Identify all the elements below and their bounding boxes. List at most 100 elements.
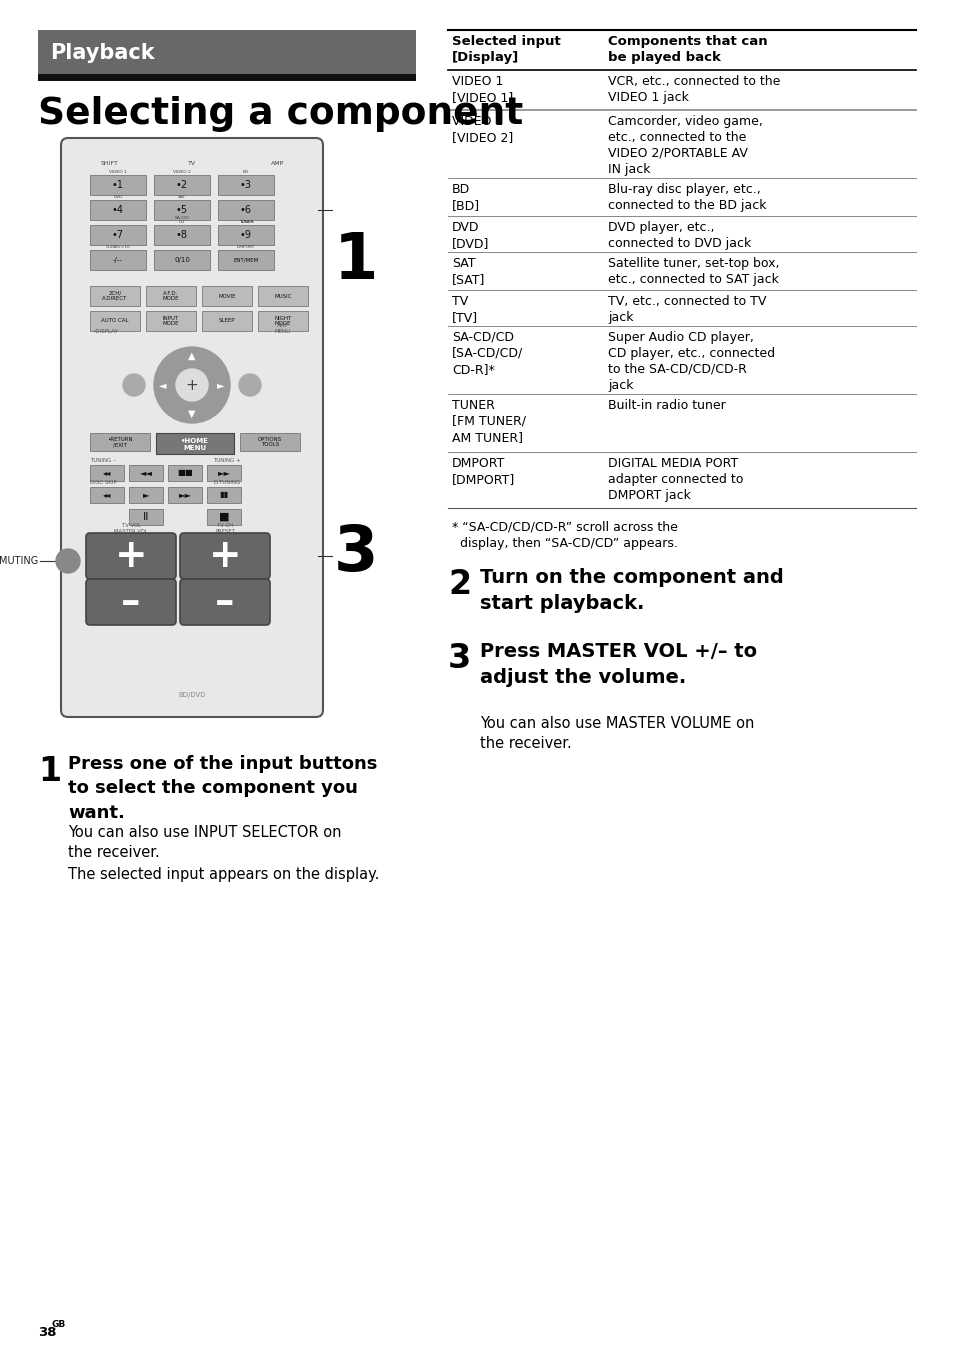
Text: Selected input
[Display]: Selected input [Display] <box>452 35 560 64</box>
FancyBboxPatch shape <box>86 533 175 579</box>
Bar <box>218 200 274 220</box>
Text: Components that can
be played back: Components that can be played back <box>607 35 767 64</box>
Text: Blu-ray disc player, etc.,
connected to the BD jack: Blu-ray disc player, etc., connected to … <box>607 183 765 212</box>
Bar <box>202 311 252 331</box>
Bar <box>90 465 124 481</box>
Text: •6: •6 <box>240 206 252 215</box>
Circle shape <box>56 549 80 573</box>
Text: You can also use MASTER VOLUME on
the receiver.: You can also use MASTER VOLUME on the re… <box>479 717 754 752</box>
Text: You can also use INPUT SELECTOR on
the receiver.: You can also use INPUT SELECTOR on the r… <box>68 825 341 860</box>
Text: TV, etc., connected to TV
jack: TV, etc., connected to TV jack <box>607 295 765 324</box>
Text: OPTIONS
TOOLS: OPTIONS TOOLS <box>257 437 282 448</box>
Bar <box>129 465 163 481</box>
Text: Satellite tuner, set-top box,
etc., connected to SAT jack: Satellite tuner, set-top box, etc., conn… <box>607 257 779 287</box>
Text: SA-CD/CD
[SA-CD/CD/
CD-R]*: SA-CD/CD [SA-CD/CD/ CD-R]* <box>452 331 522 376</box>
Bar <box>156 433 233 454</box>
Text: ►►: ►► <box>178 491 192 499</box>
Text: •HOME
MENU: •HOME MENU <box>181 438 209 450</box>
Bar <box>153 224 210 245</box>
Circle shape <box>175 369 208 402</box>
Bar <box>38 74 416 81</box>
Text: –: – <box>121 583 141 621</box>
Text: BD/DVD: BD/DVD <box>178 692 206 698</box>
Bar <box>168 465 202 481</box>
Text: •3: •3 <box>240 180 252 191</box>
Text: –: – <box>215 583 234 621</box>
Bar <box>153 200 210 220</box>
Text: INPUT
MODE: INPUT MODE <box>163 316 179 326</box>
Text: 0/10: 0/10 <box>173 257 190 264</box>
Text: 1: 1 <box>38 754 61 788</box>
Text: D.TUNING: D.TUNING <box>213 480 241 485</box>
Text: Press one of the input buttons
to select the component you
want.: Press one of the input buttons to select… <box>68 754 377 822</box>
Bar <box>38 30 416 74</box>
Text: ►: ► <box>143 491 149 499</box>
Text: ■: ■ <box>218 512 229 522</box>
Text: ◂◂: ◂◂ <box>103 469 112 477</box>
Text: SA-CD/
CD: SA-CD/ CD <box>174 216 190 224</box>
Text: * “SA-CD/CD/CD-R” scroll across the
  display, then “SA-CD/CD” appears.: * “SA-CD/CD/CD-R” scroll across the disp… <box>452 521 678 550</box>
Bar <box>207 465 241 481</box>
Text: SAT
[SAT]: SAT [SAT] <box>452 257 485 287</box>
Text: +: + <box>209 537 241 575</box>
FancyBboxPatch shape <box>180 533 270 579</box>
Text: •5: •5 <box>175 206 188 215</box>
Bar <box>129 508 163 525</box>
Text: ENT/MEM: ENT/MEM <box>233 257 258 262</box>
Text: DVD player, etc.,
connected to DVD jack: DVD player, etc., connected to DVD jack <box>607 220 750 250</box>
Bar <box>257 311 308 331</box>
Bar <box>168 487 202 503</box>
Bar <box>207 508 241 525</box>
Bar <box>153 174 210 195</box>
Text: CLEAR/>10: CLEAR/>10 <box>106 245 131 249</box>
Bar <box>202 287 252 306</box>
Text: Built-in radio tuner: Built-in radio tuner <box>607 399 725 412</box>
Bar <box>146 287 195 306</box>
Bar <box>90 224 146 245</box>
Text: •2: •2 <box>175 180 188 191</box>
Text: TUNER
[FM TUNER/
AM TUNER]: TUNER [FM TUNER/ AM TUNER] <box>452 399 525 443</box>
Text: 2CH/
A.DIRECT: 2CH/ A.DIRECT <box>102 291 128 301</box>
Text: +: + <box>186 377 198 392</box>
Text: DMPORT
[DMPORT]: DMPORT [DMPORT] <box>452 457 515 485</box>
Text: GB: GB <box>52 1320 66 1329</box>
FancyBboxPatch shape <box>86 579 175 625</box>
Text: AUTO CAL: AUTO CAL <box>101 319 129 323</box>
Text: •9: •9 <box>240 230 252 241</box>
Bar <box>153 250 210 270</box>
Text: VIDEO 2
[VIDEO 2]: VIDEO 2 [VIDEO 2] <box>452 115 513 145</box>
Text: 1: 1 <box>334 230 378 292</box>
Bar <box>218 224 274 245</box>
Text: Ⅱ: Ⅱ <box>143 512 149 522</box>
Bar <box>240 433 299 452</box>
Text: AMP: AMP <box>271 161 284 166</box>
Text: ◂◂: ◂◂ <box>103 491 112 499</box>
Text: TUNER: TUNER <box>238 220 253 224</box>
Text: DIGITAL MEDIA PORT
adapter connected to
DMPORT jack: DIGITAL MEDIA PORT adapter connected to … <box>607 457 742 502</box>
Bar <box>90 250 146 270</box>
Text: •7: •7 <box>112 230 124 241</box>
Text: VIDEO 2: VIDEO 2 <box>172 170 191 174</box>
Text: ▼: ▼ <box>188 410 195 419</box>
Text: VCR, etc., connected to the
VIDEO 1 jack: VCR, etc., connected to the VIDEO 1 jack <box>607 74 780 104</box>
Text: VIDEO 1
[VIDEO 1]: VIDEO 1 [VIDEO 1] <box>452 74 513 104</box>
Text: DISC SKIP: DISC SKIP <box>90 480 116 485</box>
Text: TV
[TV]: TV [TV] <box>452 295 477 324</box>
Text: Super Audio CD player,
CD player, etc., connected
to the SA-CD/CD/CD-R
jack: Super Audio CD player, CD player, etc., … <box>607 331 774 392</box>
Text: AMP
MENU: AMP MENU <box>274 323 291 334</box>
Text: ►►: ►► <box>217 469 231 477</box>
Text: ▲: ▲ <box>188 352 195 361</box>
Text: TV VOL
MASTER VOL: TV VOL MASTER VOL <box>114 523 148 534</box>
Text: ◄: ◄ <box>159 380 167 389</box>
Text: 3: 3 <box>448 642 471 675</box>
Text: SLEEP: SLEEP <box>218 319 235 323</box>
Text: ►: ► <box>217 380 225 389</box>
Text: Selecting a component: Selecting a component <box>38 96 522 132</box>
Bar <box>90 287 140 306</box>
Text: TUNING +: TUNING + <box>213 458 241 462</box>
Bar <box>90 200 146 220</box>
Text: -/--: -/-- <box>113 257 123 264</box>
Text: BD: BD <box>243 170 249 174</box>
Text: VIDEO 1: VIDEO 1 <box>109 170 127 174</box>
Text: DMPORT: DMPORT <box>236 245 254 249</box>
